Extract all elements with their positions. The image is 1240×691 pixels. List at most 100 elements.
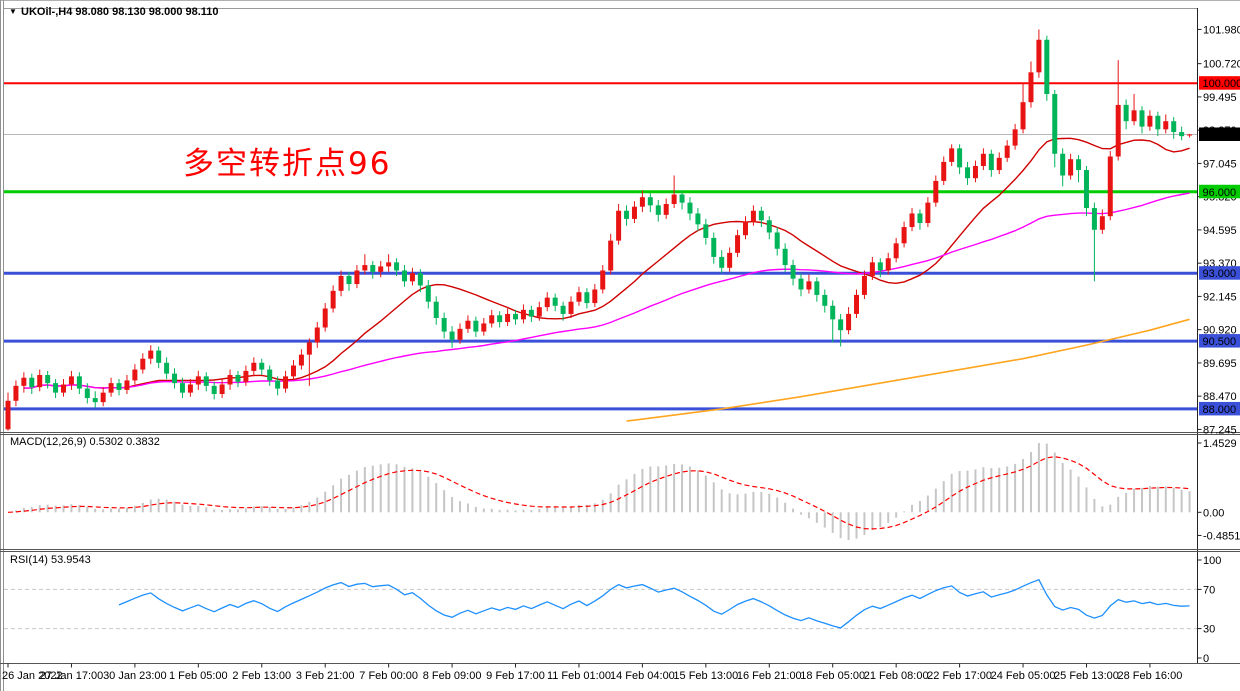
candle-body xyxy=(679,194,685,203)
candle-body xyxy=(1060,153,1066,176)
candle-body xyxy=(298,354,304,366)
price-label: 97.045 xyxy=(1203,158,1237,170)
candle-body xyxy=(179,383,185,393)
candle-body xyxy=(164,362,170,374)
candle-body xyxy=(631,206,637,219)
candle-body xyxy=(568,301,574,314)
candle-body xyxy=(441,317,447,332)
candle-body xyxy=(861,275,867,295)
candle-body xyxy=(616,210,622,241)
candle-body xyxy=(362,265,368,271)
candle-body xyxy=(1052,94,1058,154)
candle-body xyxy=(687,202,693,214)
candle-body xyxy=(758,210,764,221)
candle-body xyxy=(394,262,400,271)
candle-body xyxy=(513,313,519,320)
candle-body xyxy=(100,392,106,403)
time-tick-label: 26 Jan 2022 xyxy=(2,670,63,682)
rsi-indicator-label: RSI(14) 53.9543 xyxy=(10,554,91,566)
candle-body xyxy=(140,358,146,370)
candle-body xyxy=(544,297,550,308)
price-label: 89.695 xyxy=(1203,358,1237,370)
candle-body xyxy=(957,148,963,168)
level-93.000-badge xyxy=(1199,266,1240,280)
moving-averages-layer xyxy=(23,137,1190,422)
candle-body xyxy=(1083,170,1089,209)
candle-body xyxy=(1131,110,1137,122)
candle-body xyxy=(45,374,51,384)
candle-body xyxy=(600,270,606,290)
candle-body xyxy=(584,292,590,304)
time-tick-label: 16 Feb 21:00 xyxy=(737,670,802,682)
chart-title-ohlc: UKOil-,H4 98.080 98.130 98.000 98.110 xyxy=(21,6,219,18)
candle-body xyxy=(671,194,677,204)
candle-body xyxy=(901,227,907,244)
candle-body xyxy=(481,323,487,332)
macd-label: 1.4529 xyxy=(1203,438,1237,450)
rsi-label: 100 xyxy=(1203,555,1221,567)
candle-body xyxy=(314,327,320,343)
candle-body xyxy=(877,262,883,271)
candle-body xyxy=(457,328,463,340)
candle-body xyxy=(409,273,415,282)
candle-body xyxy=(108,383,114,393)
candle-body xyxy=(647,197,653,206)
candle-body xyxy=(1179,132,1185,137)
price-label: 99.495 xyxy=(1203,92,1237,104)
candle-body xyxy=(1012,129,1018,146)
candle-body xyxy=(1123,104,1129,122)
time-tick-label: 27 Jan 17:00 xyxy=(40,670,104,682)
candle-body xyxy=(798,278,804,290)
candle-body xyxy=(735,235,741,253)
candle-body xyxy=(283,376,289,389)
candle-body xyxy=(354,270,360,285)
candle-body xyxy=(806,281,812,290)
time-tick-label: 28 Feb 16:00 xyxy=(1117,670,1182,682)
candle-body xyxy=(814,281,820,295)
candle-body xyxy=(838,319,844,331)
candle-body xyxy=(92,398,98,403)
candle-body xyxy=(386,262,392,267)
candle-body xyxy=(402,270,407,282)
candle-body xyxy=(76,376,82,389)
candle-body xyxy=(1139,110,1145,127)
candle-body xyxy=(425,285,431,302)
candle-body xyxy=(885,258,891,271)
rsi-label: 0 xyxy=(1203,653,1209,665)
macd-rsi-splitter[interactable] xyxy=(0,549,1240,552)
level-93.000-badge-label: 93.000 xyxy=(1203,268,1237,280)
candle-body xyxy=(917,213,923,223)
symbol-dropdown-icon[interactable]: ▼ xyxy=(9,7,17,16)
price-label: 92.145 xyxy=(1203,291,1237,303)
candle-body xyxy=(259,362,265,370)
time-tick-label: 25 Feb 13:00 xyxy=(1054,670,1119,682)
candle-body xyxy=(219,384,225,394)
candle-body xyxy=(790,265,796,279)
price-label: 87.245 xyxy=(1203,424,1237,436)
candle-body xyxy=(766,220,772,233)
main-macd-splitter[interactable] xyxy=(0,432,1240,435)
candle-body xyxy=(624,210,630,219)
time-tick-label: 8 Feb 09:00 xyxy=(423,670,482,682)
price-label: 94.595 xyxy=(1203,225,1237,237)
candle-body xyxy=(774,232,780,249)
candle-body xyxy=(465,320,471,329)
level-88.000-badge xyxy=(1199,401,1240,416)
candle-body xyxy=(267,369,273,381)
time-tick-label: 15 Feb 13:00 xyxy=(673,670,738,682)
candle-body xyxy=(528,309,534,317)
candle-body xyxy=(1107,156,1113,217)
macd-label: -0.4851 xyxy=(1203,530,1240,542)
candle-body xyxy=(1155,115,1161,130)
time-tick-label: 1 Feb 05:00 xyxy=(169,670,228,682)
candle-body xyxy=(552,297,558,306)
candle-body xyxy=(949,148,955,162)
macd-signal-line xyxy=(7,456,1190,530)
candle-body xyxy=(1020,102,1026,130)
right-axis-labels: 101.980100.72099.49598.27097.04595.82094… xyxy=(1197,24,1240,665)
candle-body xyxy=(116,383,122,390)
candle-body xyxy=(322,308,328,328)
